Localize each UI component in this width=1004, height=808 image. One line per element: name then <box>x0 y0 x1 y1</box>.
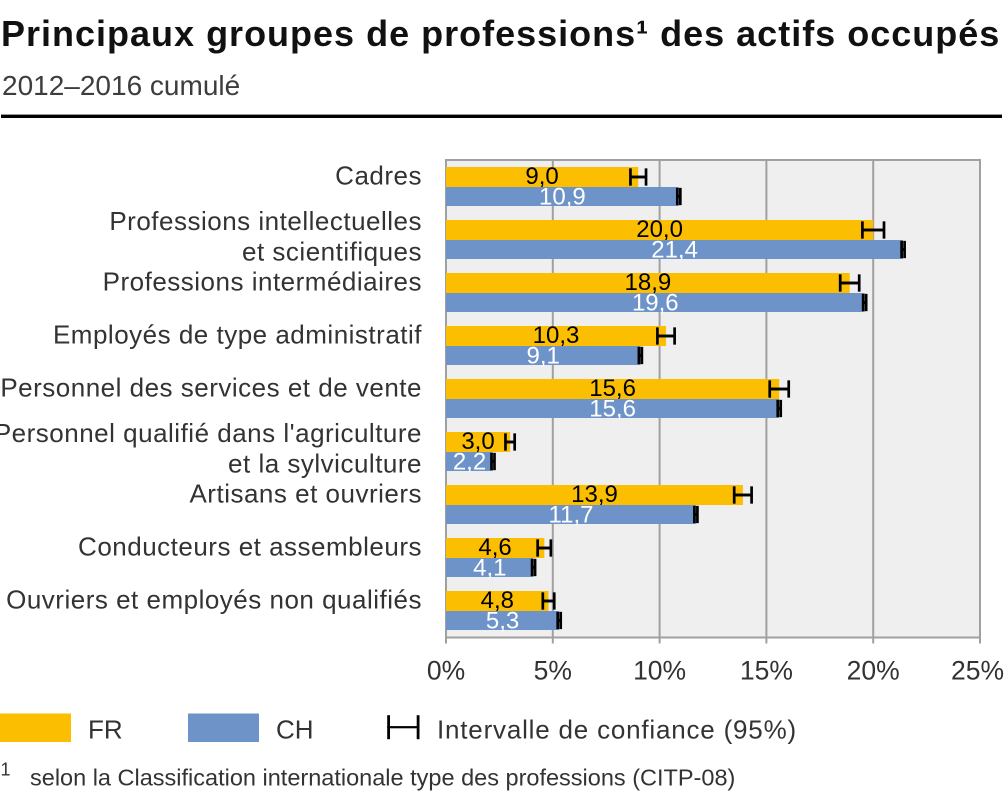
svg-text:20,0: 20,0 <box>636 216 683 243</box>
svg-text:10,3: 10,3 <box>533 322 580 349</box>
svg-text:4,8: 4,8 <box>481 587 514 614</box>
svg-text:19,6: 19,6 <box>632 290 679 317</box>
svg-text:5,3: 5,3 <box>486 608 519 635</box>
svg-text:CH: CH <box>276 715 314 745</box>
svg-text:2,2: 2,2 <box>453 449 486 476</box>
svg-text:4,6: 4,6 <box>478 534 511 561</box>
svg-text:Cadres: Cadres <box>335 160 422 190</box>
svg-text:4,1: 4,1 <box>473 555 506 582</box>
svg-text:11,7: 11,7 <box>549 502 594 529</box>
svg-text:15,6: 15,6 <box>589 396 636 423</box>
svg-text:et la sylviculture: et la sylviculture <box>228 449 422 479</box>
svg-text:2012–2016 cumulé: 2012–2016 cumulé <box>2 70 240 101</box>
svg-text:Principaux groupes de professi: Principaux groupes de professions¹ des a… <box>1 13 1000 54</box>
svg-text:Artisans et ouvriers: Artisans et ouvriers <box>189 478 422 508</box>
svg-text:selon la Classification intern: selon la Classification internationale t… <box>30 765 735 791</box>
svg-text:Personnel des services et de v: Personnel des services et de vente <box>0 372 422 402</box>
svg-text:13,9: 13,9 <box>571 481 618 508</box>
svg-text:Professions intermédiaires: Professions intermédiaires <box>103 266 422 296</box>
svg-text:Employés de type administratif: Employés de type administratif <box>53 319 422 349</box>
svg-text:18,9: 18,9 <box>625 269 672 296</box>
svg-text:3,0: 3,0 <box>461 428 494 455</box>
svg-text:Conducteurs et assembleurs: Conducteurs et assembleurs <box>78 531 422 561</box>
svg-text:10,9: 10,9 <box>539 184 586 211</box>
svg-text:Intervalle de confiance (95%): Intervalle de confiance (95%) <box>437 715 797 745</box>
svg-text:5%: 5% <box>534 655 572 685</box>
svg-text:Professions intellectuelles: Professions intellectuelles <box>109 206 422 236</box>
svg-text:15%: 15% <box>740 655 793 685</box>
svg-text:25%: 25% <box>951 655 1004 685</box>
svg-text:0%: 0% <box>427 655 465 685</box>
svg-text:21,4: 21,4 <box>651 237 698 264</box>
svg-text:20%: 20% <box>847 655 900 685</box>
svg-text:Ouvriers et employés non quali: Ouvriers et employés non qualifiés <box>6 584 422 614</box>
svg-text:FR: FR <box>88 715 123 745</box>
svg-text:9,1: 9,1 <box>527 343 560 370</box>
svg-text:et scientifiques: et scientifiques <box>242 237 422 267</box>
svg-text:1: 1 <box>1 760 11 780</box>
svg-text:10%: 10% <box>633 655 686 685</box>
svg-text:9,0: 9,0 <box>525 163 558 190</box>
svg-text:Personnel qualifié dans l'agri: Personnel qualifié dans l'agriculture <box>0 418 422 448</box>
svg-text:15,6: 15,6 <box>589 375 636 402</box>
